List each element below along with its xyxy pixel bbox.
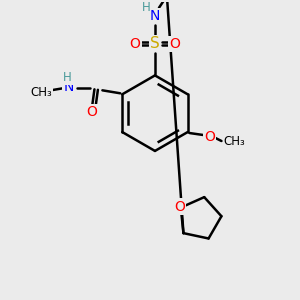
Text: CH₃: CH₃: [224, 136, 245, 148]
Text: N: N: [63, 80, 74, 94]
Text: O: O: [86, 105, 97, 119]
Text: S: S: [150, 36, 160, 51]
Text: H: H: [63, 71, 72, 84]
Text: O: O: [174, 200, 185, 214]
Text: CH₃: CH₃: [30, 86, 52, 99]
Text: N: N: [150, 9, 160, 23]
Text: H: H: [142, 1, 150, 14]
Text: O: O: [204, 130, 215, 144]
Text: O: O: [130, 37, 140, 51]
Text: O: O: [169, 37, 180, 51]
